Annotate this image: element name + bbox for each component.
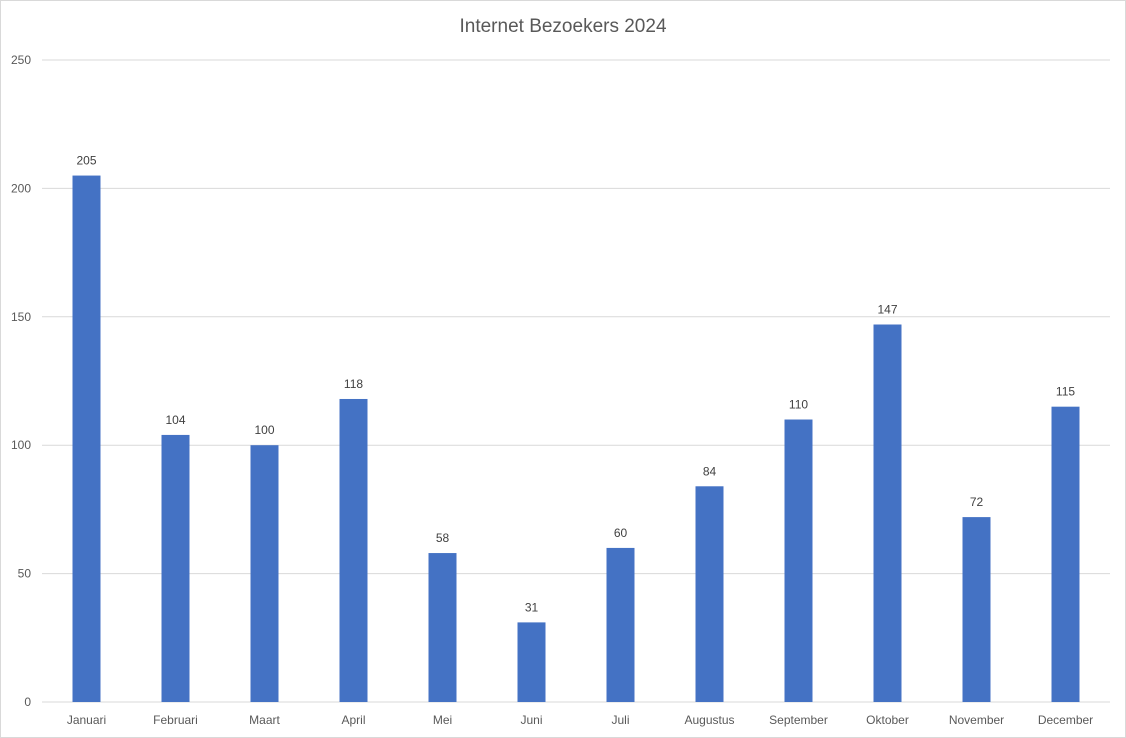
bar-december (1051, 406, 1080, 702)
bar-oktober (873, 324, 902, 702)
data-label-juni: 31 (525, 600, 539, 614)
x-tick-label-januari: Januari (67, 713, 106, 727)
bars (72, 175, 1080, 702)
y-tick-label: 50 (18, 567, 32, 581)
bar-juni (517, 622, 546, 702)
bar-februari (161, 434, 190, 702)
y-tick-label: 150 (11, 310, 31, 324)
y-tick-label: 0 (24, 695, 31, 709)
x-tick-label-juli: Juli (611, 713, 629, 727)
data-label-maart: 100 (254, 423, 274, 437)
data-label-juli: 60 (614, 526, 628, 540)
gridlines (42, 59, 1110, 703)
bar-juli (606, 547, 635, 702)
y-tick-label: 250 (11, 53, 31, 67)
x-tick-label-juni: Juni (520, 713, 542, 727)
data-label-mei: 58 (436, 531, 450, 545)
x-tick-label-september: September (769, 713, 828, 727)
bar-augustus (695, 486, 724, 702)
data-label-april: 118 (344, 377, 363, 391)
bar-april (339, 398, 368, 702)
bar-november (962, 517, 991, 702)
x-tick-label-mei: Mei (433, 713, 452, 727)
x-tick-label-maart: Maart (249, 713, 280, 727)
data-label-november: 72 (970, 495, 984, 509)
x-tick-label-februari: Februari (153, 713, 198, 727)
y-axis: 0 50 100 150 200 250 (11, 53, 31, 709)
data-label-september: 110 (789, 398, 808, 412)
y-tick-label: 200 (11, 181, 31, 195)
x-tick-label-oktober: Oktober (866, 713, 909, 727)
x-tick-label-december: December (1038, 713, 1093, 727)
data-label-augustus: 84 (703, 464, 717, 478)
data-label-december: 115 (1056, 385, 1075, 399)
x-tick-label-augustus: Augustus (684, 713, 734, 727)
x-tick-label-november: November (949, 713, 1004, 727)
chart-title: Internet Bezoekers 2024 (459, 16, 667, 37)
data-label-oktober: 147 (877, 303, 897, 317)
data-label-februari: 104 (165, 413, 185, 427)
bar-september (784, 419, 813, 702)
bar-maart (250, 445, 279, 702)
bar-januari (72, 175, 101, 702)
x-axis: Januari Februari Maart April Mei Juni Juli Augu… (67, 713, 1093, 727)
y-tick-label: 100 (11, 438, 31, 452)
bar-mei (428, 553, 457, 702)
data-labels: 205 104 100 118 58 31 60 84 110 147 72 115 (76, 154, 1075, 615)
x-tick-label-april: April (341, 713, 365, 727)
data-label-januari: 205 (76, 154, 96, 168)
